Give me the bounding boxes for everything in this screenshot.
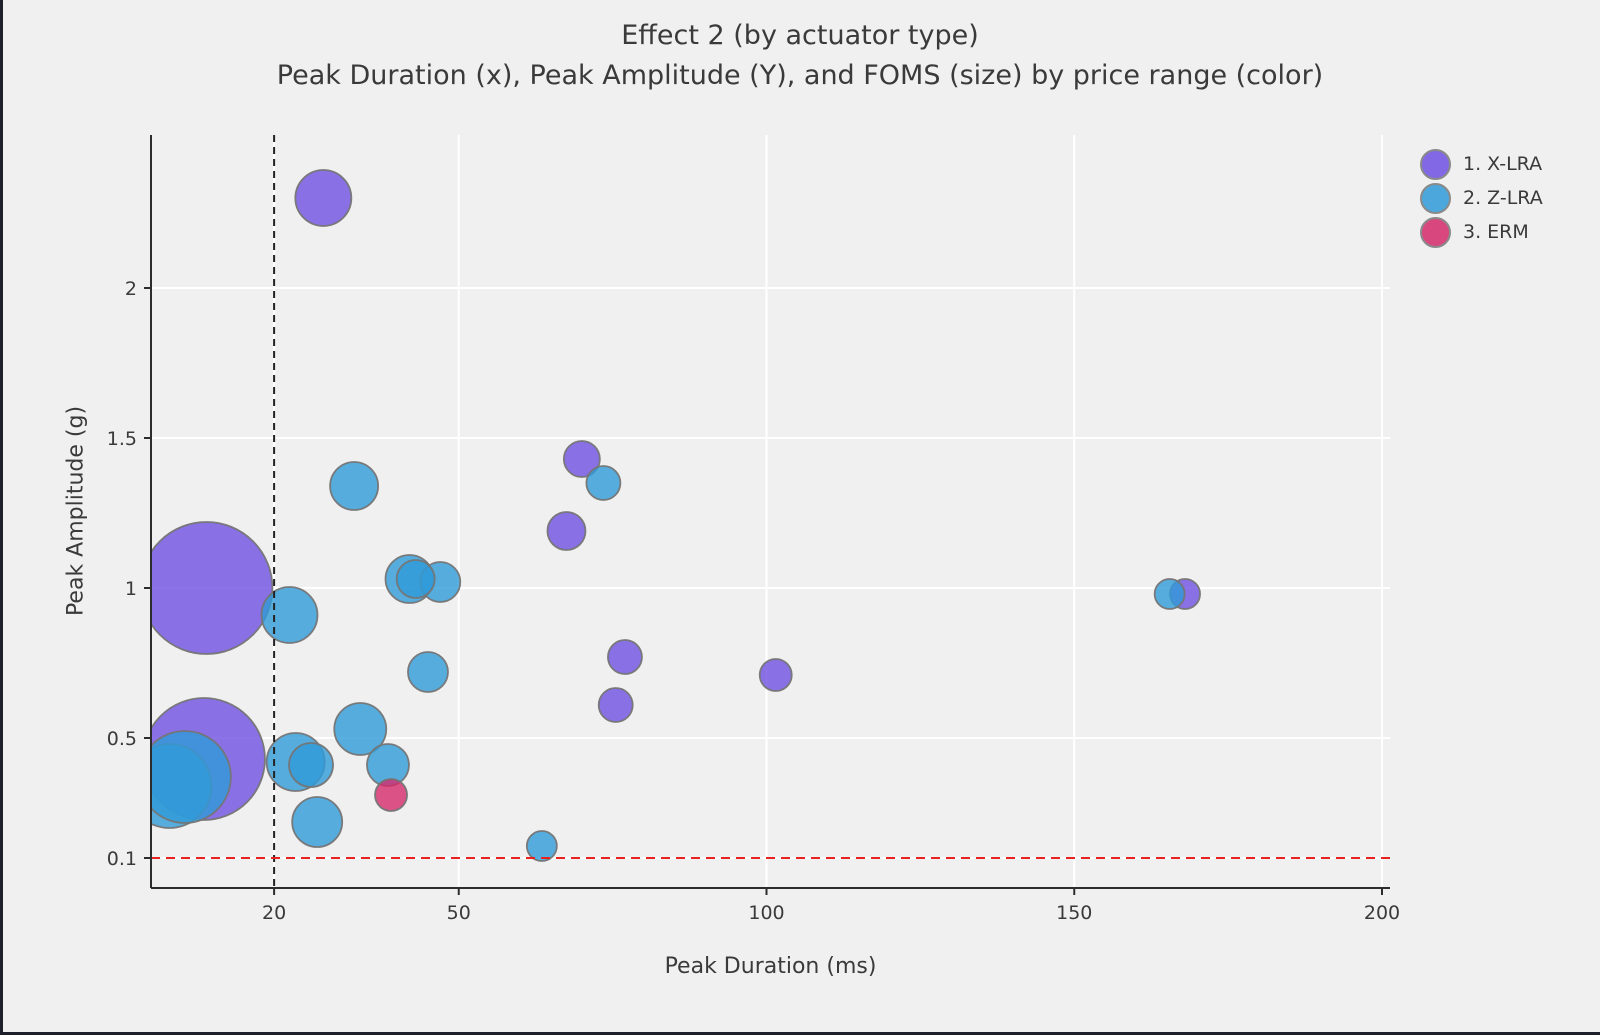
bubble-x-lra[interactable] — [597, 687, 634, 723]
legend: 1. X-LRA 2. Z-LRA 3. ERM — [1420, 147, 1543, 249]
bubble-x-lra[interactable] — [758, 658, 793, 692]
title-block: Effect 2 (by actuator type) Peak Duratio… — [0, 16, 1600, 96]
bubble-erm[interactable] — [374, 778, 408, 812]
bubble-x-lra[interactable] — [140, 521, 274, 655]
bubble-z-lra[interactable] — [333, 702, 388, 756]
legend-swatch-x-lra — [1420, 148, 1451, 180]
bubble-z-lra[interactable] — [288, 742, 334, 788]
bubble-z-lra[interactable] — [395, 559, 436, 599]
bubble-z-lra[interactable] — [1153, 578, 1186, 610]
bubble-x-lra[interactable] — [562, 440, 601, 478]
x-tick-label: 150 — [1056, 902, 1092, 924]
x-tick-label: 100 — [748, 902, 784, 924]
legend-label: 1. X-LRA — [1463, 153, 1543, 175]
y-tick-label: 0.1 — [107, 848, 137, 870]
legend-item-z-lra[interactable]: 2. Z-LRA — [1420, 181, 1543, 215]
bubble-z-lra[interactable] — [525, 830, 558, 862]
y-axis-title: Peak Amplitude (g) — [63, 405, 89, 617]
x-axis-title: Peak Duration (ms) — [664, 954, 877, 979]
x-tick-label: 200 — [1364, 902, 1400, 924]
x-tick-label: 20 — [262, 902, 286, 924]
bubble-layer — [139, 169, 1201, 862]
axes: 20 50 100 150 200 0.1 0.5 1 1.5 2 — [107, 135, 1400, 924]
bubble-z-lra[interactable] — [585, 465, 622, 501]
window-left-border — [0, 0, 3, 1035]
legend-swatch-erm — [1420, 216, 1451, 248]
y-tick-label: 1 — [125, 578, 137, 600]
legend-item-erm[interactable]: 3. ERM — [1420, 215, 1543, 249]
x-tick-label: 50 — [447, 902, 471, 924]
bubble-z-lra[interactable] — [260, 586, 319, 644]
legend-item-x-lra[interactable]: 1. X-LRA — [1420, 147, 1543, 181]
bubble-z-lra[interactable] — [291, 796, 344, 848]
chart-title: Effect 2 (by actuator type) — [621, 20, 979, 51]
legend-label: 2. Z-LRA — [1463, 187, 1543, 209]
y-tick-label: 1.5 — [107, 428, 137, 450]
bubble-x-lra[interactable] — [294, 169, 353, 227]
bubble-x-lra[interactable] — [607, 639, 643, 675]
chart-subtitle: Peak Duration (x), Peak Amplitude (Y), a… — [276, 60, 1324, 91]
legend-label: 3. ERM — [1463, 221, 1529, 243]
window-bottom-border — [0, 1032, 1600, 1035]
legend-swatch-z-lra — [1420, 182, 1451, 214]
bubble-z-lra[interactable] — [139, 730, 232, 824]
y-tick-label: 2 — [125, 278, 137, 300]
y-tick-label: 0.5 — [107, 728, 137, 750]
reference-lines — [151, 135, 1390, 888]
bubble-z-lra[interactable] — [329, 461, 380, 511]
gridlines — [151, 135, 1390, 888]
bubble-x-lra[interactable] — [546, 511, 587, 551]
bubble-z-lra[interactable] — [407, 651, 449, 693]
